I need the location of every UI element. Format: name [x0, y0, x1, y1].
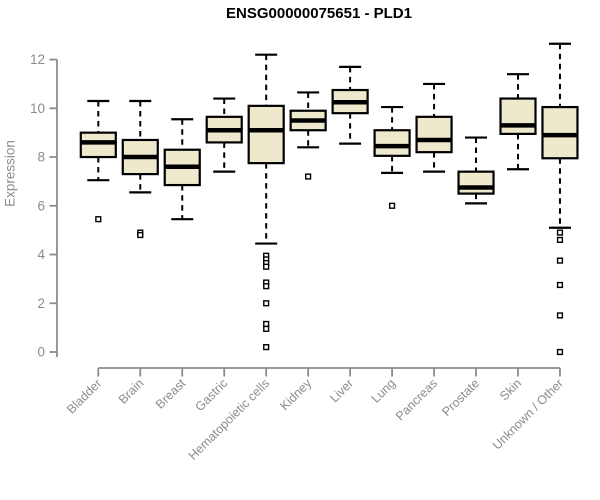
y-tick-label: 8: [37, 150, 45, 165]
x-tick-label: Kidney: [277, 376, 314, 413]
outlier-point: [556, 348, 564, 356]
boxplot-bladder: [79, 99, 117, 223]
iqr-box: [247, 104, 285, 165]
x-tick-label: Lung: [369, 376, 399, 406]
boxplot-breast: [163, 118, 201, 221]
chart-title: ENSG00000075651 - PLD1: [226, 5, 412, 22]
x-tick-label: Bladder: [64, 376, 104, 416]
outlier-point: [263, 283, 270, 290]
outlier-point: [263, 263, 270, 270]
outlier-point: [305, 173, 312, 180]
iqr-box: [499, 97, 537, 135]
boxplot-unknown-other: [541, 42, 579, 356]
outlier-point: [556, 236, 564, 243]
x-tick-label: Hematopoietic cells: [186, 376, 273, 463]
boxplot-lung: [373, 105, 411, 209]
outlier-point: [137, 231, 144, 239]
boxplot-prostate: [457, 136, 495, 205]
boxplot-brain: [121, 99, 159, 239]
outlier-point: [263, 300, 270, 307]
x-tick-label: Pancreas: [393, 376, 440, 423]
y-tick-label: 12: [30, 52, 45, 67]
boxplot-liver: [331, 65, 369, 145]
outlier-point: [556, 229, 564, 236]
y-axis-label: Expression: [2, 140, 18, 207]
outlier-point: [95, 216, 102, 223]
y-tick-label: 2: [37, 296, 45, 311]
y-tick-label: 4: [37, 247, 45, 262]
outlier-point: [556, 257, 564, 264]
x-tick-label: Unknown / Other: [490, 376, 566, 452]
x-tick-label: Breast: [153, 376, 189, 412]
outlier-point: [263, 320, 270, 328]
boxplot-kidney: [289, 91, 327, 180]
iqr-box: [415, 115, 453, 154]
outlier-point: [263, 325, 270, 332]
iqr-box: [79, 131, 117, 159]
boxplot-skin: [499, 73, 537, 171]
x-tick-label: Brain: [116, 376, 147, 407]
outlier-point: [556, 312, 564, 319]
x-tick-label: Liver: [327, 376, 356, 405]
iqr-box: [541, 105, 579, 160]
boxplot-pancreas: [415, 82, 453, 173]
iqr-box: [373, 129, 411, 157]
outlier-point: [556, 281, 564, 289]
boxplot-hematopoietic-cells: [247, 53, 285, 351]
x-tick-label: Prostate: [439, 376, 482, 419]
iqr-box: [457, 170, 495, 195]
x-tick-label: Gastric: [192, 376, 230, 414]
x-tick-label: Skin: [497, 376, 524, 403]
y-tick-label: 0: [37, 345, 45, 360]
outlier-point: [263, 344, 270, 351]
y-tick-label: 6: [37, 198, 45, 213]
y-tick-label: 10: [30, 101, 45, 116]
outlier-point: [388, 202, 396, 209]
boxplot-gastric: [205, 97, 243, 173]
